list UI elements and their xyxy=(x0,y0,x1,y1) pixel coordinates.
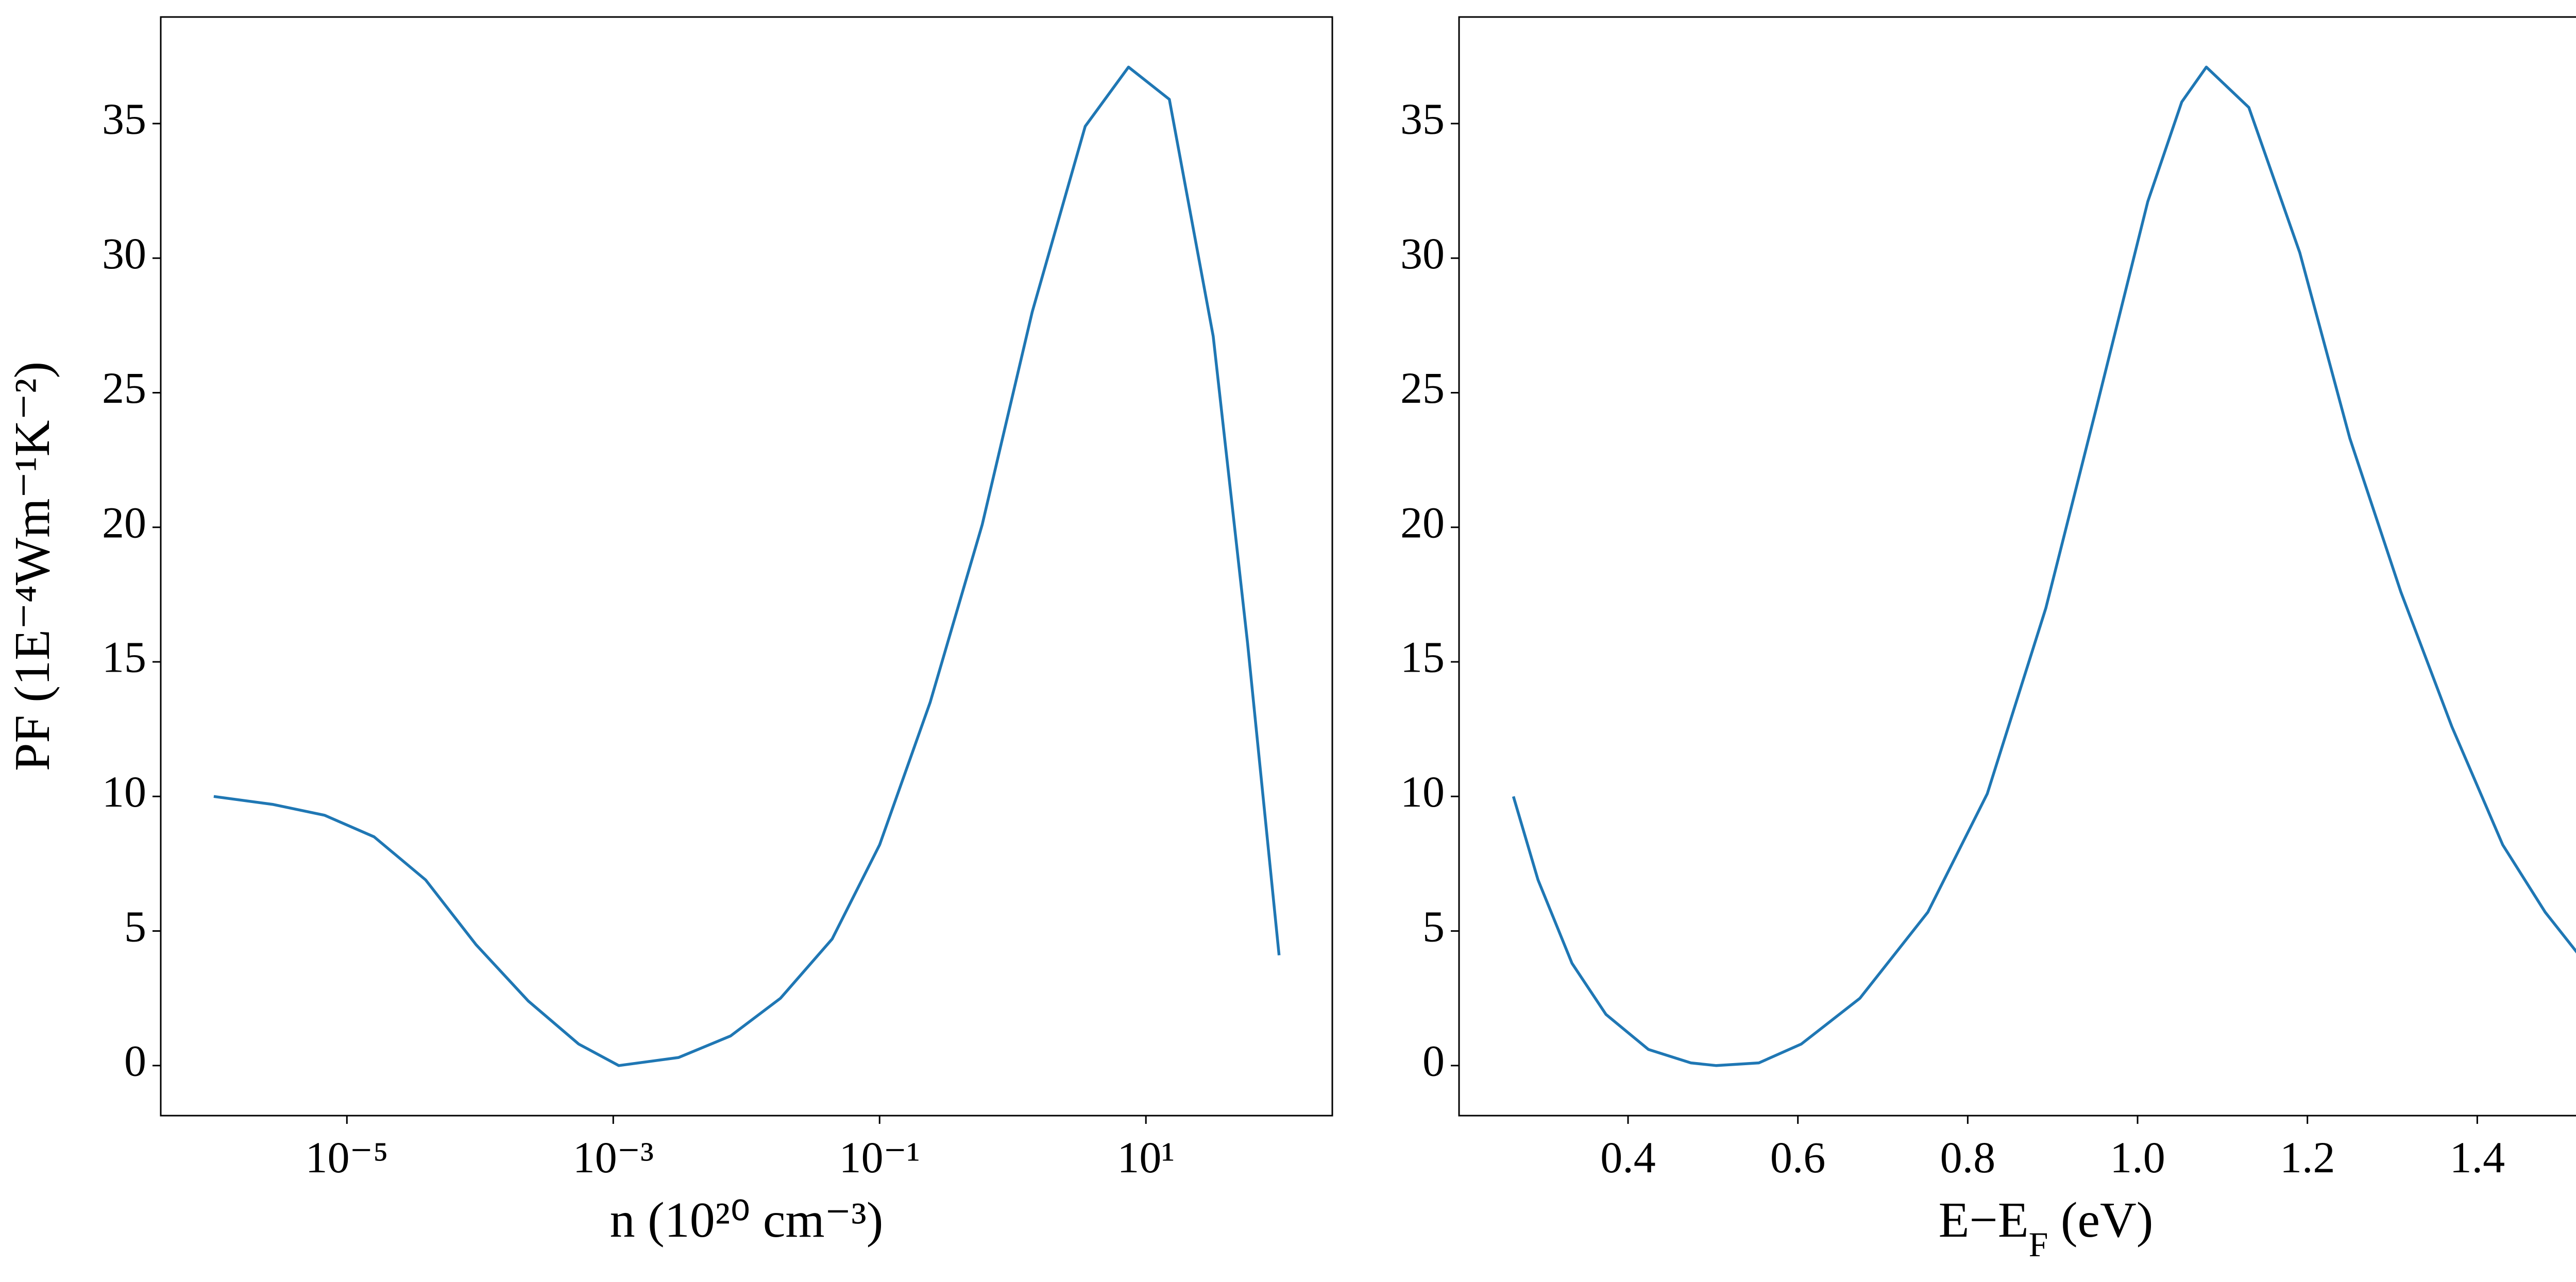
y-tick-label: 10 xyxy=(102,767,146,816)
x-tick-label: 0.8 xyxy=(1940,1133,1996,1182)
y-tick-label: 0 xyxy=(1422,1036,1445,1086)
y-tick-label: 30 xyxy=(1400,229,1445,278)
x-axis-label-part: E−E xyxy=(1939,1192,2029,1248)
y-tick-label: 5 xyxy=(124,901,146,951)
y-tick-label: 20 xyxy=(102,498,146,547)
x-axis-label-part: n (10²⁰ cm⁻³) xyxy=(610,1192,884,1248)
x-axis-label: E−EF (eV) xyxy=(1939,1192,2154,1264)
y-tick-label: 20 xyxy=(1400,498,1445,547)
y-tick-label: 35 xyxy=(1400,94,1445,144)
x-tick-label: 10¹ xyxy=(1117,1133,1175,1182)
x-axis-label-part: (eV) xyxy=(2048,1192,2153,1248)
y-tick-label: 5 xyxy=(1422,901,1445,951)
x-tick-label: 10⁻⁵ xyxy=(306,1133,388,1182)
y-tick-label: 25 xyxy=(102,363,146,413)
x-tick-label: 1.4 xyxy=(2450,1133,2505,1182)
y-tick-label: 15 xyxy=(102,633,146,682)
y-tick-label: 15 xyxy=(1400,633,1445,682)
y-tick-label: 30 xyxy=(102,229,146,278)
y-tick-label: 35 xyxy=(102,94,146,144)
x-axis-label: n (10²⁰ cm⁻³) xyxy=(610,1192,884,1248)
x-tick-label: 1.2 xyxy=(2280,1133,2335,1182)
axes-frame xyxy=(160,16,1333,1117)
y-axis-label: PF (1E⁻⁴Wm⁻¹K⁻²) xyxy=(5,362,60,771)
x-tick-label: 0.4 xyxy=(1600,1133,1656,1182)
x-tick-label: 10⁻³ xyxy=(573,1133,654,1182)
y-tick-label: 25 xyxy=(1400,363,1445,413)
data-line xyxy=(213,65,1281,1067)
axes-frame xyxy=(1458,16,2576,1117)
y-tick-label: 0 xyxy=(124,1036,146,1086)
x-tick-label: 1.0 xyxy=(2110,1133,2165,1182)
x-tick-label: 0.6 xyxy=(1770,1133,1826,1182)
x-tick-label: 10⁻¹ xyxy=(839,1133,920,1182)
subplot: 0 5 10 15 20 25 30 35 0.4 0.6 0.8 1.0 1.2 1.4 E−EF (eV… xyxy=(1400,16,2576,1264)
data-line xyxy=(1512,65,2576,1067)
subplot: 0 5 10 15 20 25 30 35 10⁻⁵ 10⁻³ 10⁻¹ 10¹ n (10²⁰ cm⁻… xyxy=(5,16,1333,1248)
y-tick-label: 10 xyxy=(1400,767,1445,816)
x-axis-label-part: F xyxy=(2029,1225,2048,1264)
